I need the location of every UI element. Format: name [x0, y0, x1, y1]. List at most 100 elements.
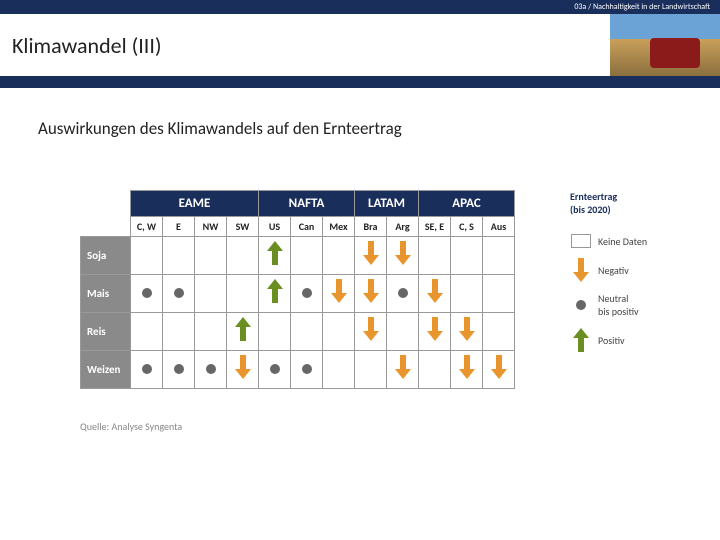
arrow-up-icon	[235, 317, 251, 341]
impact-cell	[355, 351, 387, 389]
table-row: Reis	[81, 313, 515, 351]
impact-cell	[163, 237, 195, 275]
legend-label: Neutralbis positiv	[598, 292, 639, 318]
neutral-dot-icon	[576, 300, 586, 310]
region-header: EAME	[131, 191, 259, 217]
impact-cell	[451, 237, 483, 275]
impact-cell	[323, 275, 355, 313]
arrow-up-icon	[267, 279, 283, 303]
breadcrumb-bar: 03a / Nachhaltigkeit in der Landwirtscha…	[0, 0, 720, 14]
no-data-box-icon	[571, 234, 591, 248]
arrow-down-icon	[235, 355, 251, 379]
subregion-header: Bra	[355, 217, 387, 237]
subtitle: Auswirkungen des Klimawandels auf den Er…	[0, 88, 720, 139]
subregion-header: Arg	[387, 217, 419, 237]
legend-title: Ernteertrag (bis 2020)	[570, 190, 647, 216]
impact-cell	[195, 351, 227, 389]
impact-cell	[387, 313, 419, 351]
impact-cell	[163, 351, 195, 389]
subregion-header-row: C, WENWSWUSCanMexBraArgSE, EC, SAus	[81, 217, 515, 237]
page-title: Klimawandel (III)	[0, 32, 610, 59]
table-row: Weizen	[81, 351, 515, 389]
impact-cell	[227, 275, 259, 313]
neutral-dot-icon	[302, 288, 312, 298]
source-text: Quelle: Analyse Syngenta	[80, 420, 182, 433]
subregion-header: Mex	[323, 217, 355, 237]
arrow-up-icon	[267, 241, 283, 265]
arrow-down-icon	[459, 355, 475, 379]
arrow-down-icon	[491, 355, 507, 379]
impact-cell	[355, 313, 387, 351]
impact-cell	[131, 237, 163, 275]
impact-cell	[291, 275, 323, 313]
impact-cell	[259, 237, 291, 275]
harvester-image	[610, 14, 720, 76]
title-row: Klimawandel (III)	[0, 14, 720, 76]
legend-item: Keine Daten	[570, 234, 647, 248]
subregion-header: NW	[195, 217, 227, 237]
impact-cell	[291, 237, 323, 275]
impact-cell	[227, 351, 259, 389]
arrow-down-icon	[363, 241, 379, 265]
arrow-down-icon	[363, 279, 379, 303]
arrow-down-icon	[363, 317, 379, 341]
arrow-down-icon	[331, 279, 347, 303]
subregion-header: SE, E	[419, 217, 451, 237]
chart-area: EAMENAFTALATAMAPACC, WENWSWUSCanMexBraAr…	[80, 190, 660, 389]
impact-cell	[163, 313, 195, 351]
impact-cell	[323, 351, 355, 389]
impact-cell	[355, 237, 387, 275]
table-row: Mais	[81, 275, 515, 313]
impact-cell	[483, 351, 515, 389]
arrow-down-icon	[427, 279, 443, 303]
impact-cell	[259, 351, 291, 389]
arrow-down-icon	[573, 258, 589, 282]
impact-cell	[131, 275, 163, 313]
impact-cell	[483, 313, 515, 351]
legend-item: Positiv	[570, 328, 647, 352]
region-header: APAC	[419, 191, 515, 217]
impact-cell	[227, 313, 259, 351]
crop-label: Soja	[81, 237, 131, 275]
subregion-header: C, S	[451, 217, 483, 237]
neutral-dot-icon	[174, 288, 184, 298]
subregion-header: SW	[227, 217, 259, 237]
impact-cell	[451, 313, 483, 351]
impact-cell	[419, 275, 451, 313]
region-header-row: EAMENAFTALATAMAPAC	[81, 191, 515, 217]
neutral-dot-icon	[142, 364, 152, 374]
impact-cell	[131, 351, 163, 389]
impact-cell	[291, 313, 323, 351]
arrow-up-icon	[573, 328, 589, 352]
region-header: LATAM	[355, 191, 419, 217]
subregion-header: Can	[291, 217, 323, 237]
crop-label: Weizen	[81, 351, 131, 389]
impact-cell	[291, 351, 323, 389]
region-header: NAFTA	[259, 191, 355, 217]
impact-cell	[227, 237, 259, 275]
arrow-down-icon	[459, 317, 475, 341]
legend-label: Negativ	[598, 264, 629, 277]
impact-cell	[195, 275, 227, 313]
impact-cell	[483, 275, 515, 313]
impact-cell	[323, 237, 355, 275]
legend-label: Positiv	[598, 334, 625, 347]
impact-table: EAMENAFTALATAMAPACC, WENWSWUSCanMexBraAr…	[80, 190, 515, 389]
neutral-dot-icon	[206, 364, 216, 374]
legend-item: Neutralbis positiv	[570, 292, 647, 318]
impact-cell	[195, 237, 227, 275]
impact-cell	[419, 237, 451, 275]
legend-label: Keine Daten	[598, 235, 647, 248]
legend: Ernteertrag (bis 2020) Keine Daten Negati…	[570, 190, 647, 362]
arrow-down-icon	[427, 317, 443, 341]
breadcrumb: 03a / Nachhaltigkeit in der Landwirtscha…	[574, 2, 710, 12]
subregion-header: E	[163, 217, 195, 237]
impact-cell	[387, 275, 419, 313]
impact-cell	[451, 351, 483, 389]
subregion-header: Aus	[483, 217, 515, 237]
impact-cell	[131, 313, 163, 351]
arrow-down-icon	[395, 355, 411, 379]
impact-cell	[259, 275, 291, 313]
impact-cell	[451, 275, 483, 313]
title-underline	[0, 76, 720, 88]
